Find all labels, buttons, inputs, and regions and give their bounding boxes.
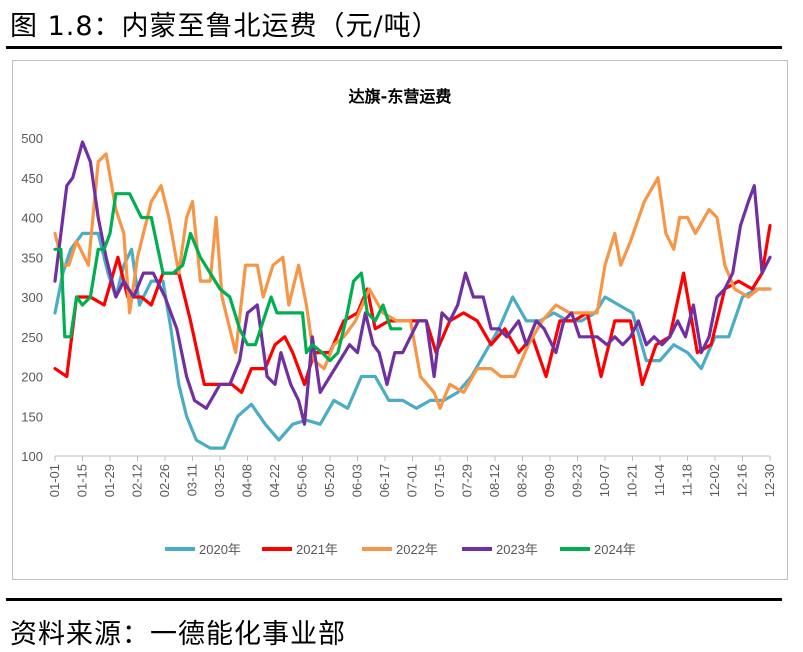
x-tick-label: 04-08 — [240, 464, 255, 497]
x-tick-label: 10-07 — [597, 464, 612, 497]
x-tick-label: 02-26 — [157, 464, 172, 497]
x-tick-label: 12-30 — [762, 464, 777, 497]
x-tick-label: 10-21 — [625, 464, 640, 497]
y-tick-label: 150 — [21, 409, 43, 424]
x-tick-label: 12-16 — [735, 464, 750, 497]
x-tick-label: 01-01 — [47, 464, 62, 497]
x-tick-label: 07-29 — [460, 464, 475, 497]
x-tick-label: 05-06 — [295, 464, 310, 497]
x-tick-label: 06-17 — [377, 464, 392, 497]
y-axis: 100 150 200 250 300 350 400 450 500 — [21, 131, 43, 464]
legend-label-2023: 2023年 — [496, 542, 538, 557]
series-line-2023 — [53, 140, 772, 426]
y-tick-label: 450 — [21, 171, 43, 186]
x-tick-label: 08-26 — [515, 464, 530, 497]
y-tick-label: 500 — [21, 131, 43, 146]
x-tick-label: 09-09 — [542, 464, 557, 497]
source-divider — [6, 598, 782, 601]
chart-title: 达旗-东营运费 — [349, 87, 452, 106]
series-line-2022 — [53, 152, 772, 410]
x-tick-label: 03-25 — [212, 464, 227, 497]
x-tick-label: 09-23 — [570, 464, 585, 497]
y-tick-label: 350 — [21, 250, 43, 265]
y-tick-label: 250 — [21, 330, 43, 345]
x-tick-label: 12-02 — [707, 464, 722, 497]
y-tick-label: 300 — [21, 290, 43, 305]
x-tick-label: 11-18 — [680, 464, 695, 496]
x-axis: 01-01 01-15 01-29 02-12 02-26 03-11 03-25 04-08… — [47, 455, 777, 497]
y-tick-label: 100 — [21, 449, 43, 464]
legend-label-2020: 2020年 — [199, 542, 241, 557]
line-chart: 达旗-东营运费 100 150 200 250 300 350 400 450 500 01-0… — [21, 87, 777, 557]
x-tick-label: 07-15 — [432, 464, 447, 497]
series-line-2020 — [53, 231, 772, 450]
x-tick-label: 03-11 — [185, 464, 200, 496]
figure-source: 资料来源：一德能化事业部 — [10, 619, 346, 650]
legend-label-2021: 2021年 — [296, 542, 338, 557]
x-tick-label: 05-20 — [322, 464, 337, 497]
legend-label-2024: 2024年 — [594, 542, 636, 557]
legend-label-2022: 2022年 — [396, 542, 438, 557]
x-tick-label: 11-04 — [652, 464, 667, 496]
y-tick-label: 200 — [21, 370, 43, 385]
x-tick-label: 01-29 — [102, 464, 117, 497]
x-tick-label: 04-22 — [267, 464, 282, 497]
figure-title: 图 1.8：内蒙至鲁北运费（元/吨） — [10, 11, 440, 42]
x-tick-label: 06-03 — [350, 464, 365, 497]
series-line-2024 — [53, 192, 403, 363]
title-divider — [6, 46, 782, 49]
series-line-2021 — [53, 223, 772, 394]
x-tick-label: 02-12 — [130, 464, 145, 497]
series-layer — [53, 140, 772, 450]
y-tick-label: 400 — [21, 211, 43, 226]
x-tick-label: 07-01 — [405, 464, 420, 497]
x-tick-label: 08-12 — [487, 464, 502, 497]
legend: 2020年 2021年 2022年 2023年 2024年 — [165, 542, 636, 557]
chart-frame — [12, 60, 788, 580]
x-tick-label: 01-15 — [75, 464, 90, 497]
